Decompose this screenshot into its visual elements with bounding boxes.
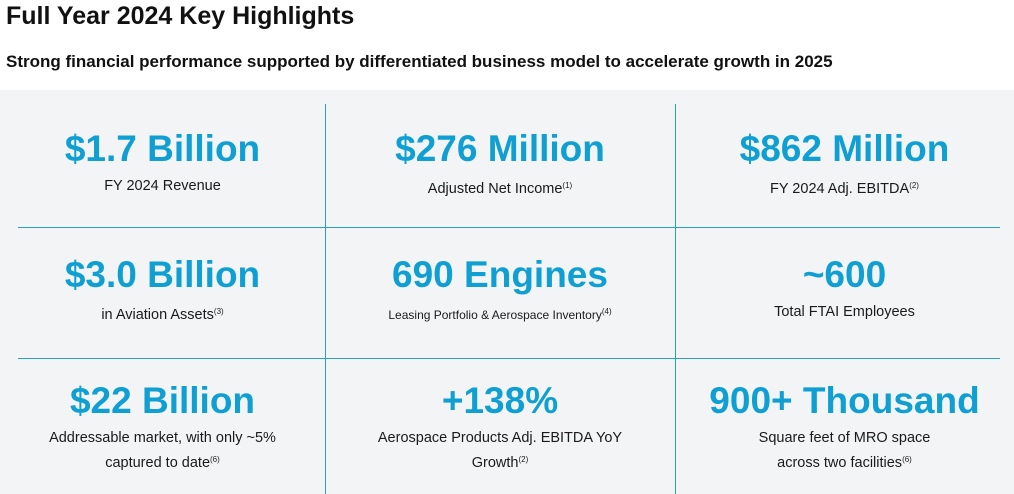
- highlight-label: FY 2024 Revenue: [0, 175, 325, 197]
- footnote-ref: (2): [909, 181, 919, 190]
- highlights-panel: $1.7 Billion FY 2024 Revenue $276 Million A…: [0, 90, 1014, 494]
- highlight-label: Total FTAI Employees: [675, 301, 1014, 323]
- highlight-cell: +138% Aerospace Products Adj. EBITDA YoY G…: [325, 381, 675, 474]
- label-line: Square feet of MRO space: [758, 430, 931, 446]
- highlight-label: in Aviation Assets(3): [0, 301, 325, 326]
- highlight-value: +138%: [441, 380, 559, 421]
- highlight-cell: $22 Billion Addressable market, with only…: [0, 381, 325, 474]
- footnote-ref: (1): [562, 181, 573, 190]
- highlight-cell: 900+ Thousand Square feet of MRO space acr…: [675, 381, 1014, 474]
- label-line: across two facilities: [777, 455, 903, 471]
- label-line: Adjusted Net Income: [427, 181, 563, 197]
- subtitle: Strong financial performance supported b…: [6, 52, 833, 71]
- label-line: Growth: [471, 455, 519, 471]
- footnote-ref: (3): [213, 307, 224, 316]
- highlight-value: $862 Million: [739, 128, 950, 169]
- divider: [675, 104, 676, 494]
- highlight-cell: $862 Million FY 2024 Adj. EBITDA(2): [675, 129, 1014, 200]
- highlight-label: Aerospace Products Adj. EBITDA YoY Growth…: [325, 427, 675, 474]
- label-line: Addressable market, with only ~5%: [49, 430, 276, 446]
- label-line: in Aviation Assets: [101, 307, 214, 323]
- footnote-ref: (6): [902, 455, 912, 464]
- label-line: FY 2024 Revenue: [104, 178, 221, 194]
- highlight-value: $1.7 Billion: [64, 128, 261, 169]
- divider: [18, 358, 1000, 359]
- highlight-value: $3.0 Billion: [64, 254, 261, 295]
- highlight-label: Leasing Portfolio & Aerospace Inventory(…: [325, 301, 675, 326]
- highlight-label: FY 2024 Adj. EBITDA(2): [675, 175, 1014, 200]
- highlight-cell: $3.0 Billion in Aviation Assets(3): [0, 255, 325, 326]
- highlight-value: ~600: [802, 254, 887, 295]
- highlight-label: Square feet of MRO space across two facil…: [675, 427, 1014, 474]
- highlight-cell: $1.7 Billion FY 2024 Revenue: [0, 129, 325, 197]
- highlight-label: Addressable market, with only ~5% capture…: [0, 427, 325, 474]
- divider: [325, 104, 326, 494]
- footnote-ref: (2): [518, 455, 529, 464]
- divider: [18, 227, 1000, 228]
- footnote-ref: (6): [210, 455, 220, 464]
- highlight-cell: 690 Engines Leasing Portfolio & Aerospace…: [325, 255, 675, 326]
- highlight-cell: ~600 Total FTAI Employees: [675, 255, 1014, 323]
- highlight-value: $276 Million: [395, 128, 605, 169]
- label-line: Leasing Portfolio & Aerospace Inventory: [388, 308, 602, 322]
- title: Full Year 2024 Key Highlights: [6, 2, 355, 30]
- highlight-cell: $276 Million Adjusted Net Income(1): [325, 129, 675, 200]
- footnote-ref: (4): [601, 307, 612, 316]
- highlight-value: 900+ Thousand: [709, 380, 980, 421]
- label-line: Aerospace Products Adj. EBITDA YoY: [377, 430, 623, 446]
- highlight-label: Adjusted Net Income(1): [325, 175, 675, 200]
- label-line: Total FTAI Employees: [774, 304, 915, 320]
- highlight-value: 690 Engines: [392, 254, 608, 295]
- label-line: FY 2024 Adj. EBITDA: [770, 181, 910, 197]
- label-line: captured to date: [105, 455, 211, 471]
- highlight-value: $22 Billion: [69, 380, 256, 421]
